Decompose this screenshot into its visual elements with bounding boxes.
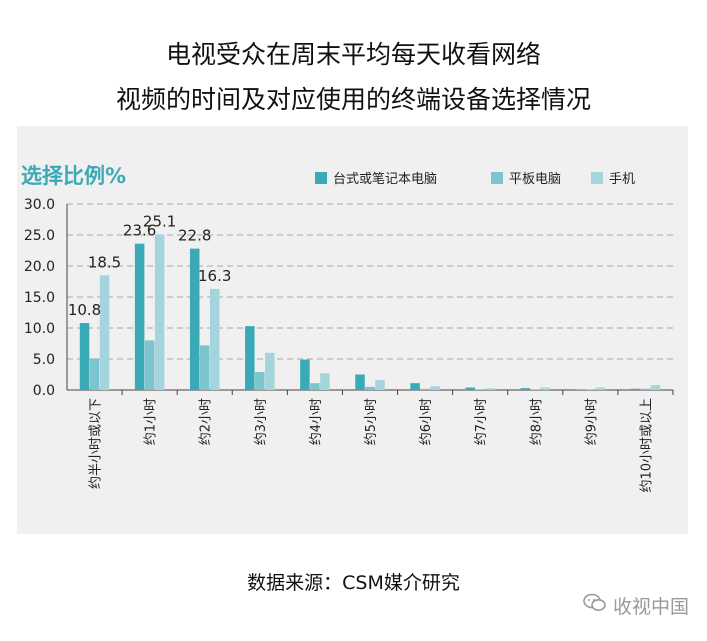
watermark-text: 收视中国 <box>612 596 689 618</box>
bar-2-9 <box>530 389 541 390</box>
bar-1-8 <box>465 387 475 390</box>
data-label: 23.6 <box>123 222 156 240</box>
y-tick-label: 0.0 <box>33 383 55 399</box>
bar-3-1 <box>99 275 110 390</box>
y-tick-label: 5.0 <box>33 352 55 368</box>
data-label: 10.8 <box>68 301 101 319</box>
bar-3-6 <box>375 380 385 390</box>
bar-1-5 <box>300 359 310 390</box>
bar-1-10 <box>575 389 586 390</box>
legend-swatch-2 <box>491 172 503 184</box>
bar-3-5 <box>320 373 330 390</box>
x-tick-label: 约7小时 <box>474 398 489 445</box>
bar-3-10 <box>595 387 606 390</box>
bar-1-11 <box>630 388 641 390</box>
bar-1-1 <box>79 323 90 390</box>
bar-1-3 <box>189 248 200 390</box>
x-tick-label: 约3小时 <box>254 398 269 445</box>
bar-1-7 <box>410 383 420 390</box>
bar-3-7 <box>430 386 440 390</box>
x-tick-label: 约半小时或以下 <box>89 398 104 489</box>
bar-1-2 <box>134 243 145 390</box>
y-tick-label: 25.0 <box>24 228 55 244</box>
x-tick-label: 约4小时 <box>309 398 324 445</box>
wechat-icon <box>583 593 607 618</box>
bar-2-2 <box>144 340 155 390</box>
bar-2-7 <box>420 388 430 390</box>
bar-2-5 <box>310 383 320 390</box>
legend-swatch-1 <box>315 172 327 184</box>
bar-3-11 <box>650 385 661 390</box>
x-tick-label: 约10小时或以上 <box>639 398 654 493</box>
x-tick-label: 约6小时 <box>419 398 434 445</box>
bar-3-2 <box>154 234 165 390</box>
bar-3-4 <box>265 352 275 390</box>
bar-2-8 <box>475 389 485 390</box>
legend-label-2: 平板电脑 <box>509 172 561 187</box>
bar-2-1 <box>89 358 100 390</box>
bar-3-3 <box>209 288 220 390</box>
chart-title-line2: 视频的时间及对应使用的终端设备选择情况 <box>115 85 591 114</box>
data-label: 25.1 <box>143 212 176 230</box>
y-tick-label: 20.0 <box>24 259 55 275</box>
legend-label-1: 台式或笔记本电脑 <box>333 171 437 187</box>
bar-3-9 <box>540 387 551 390</box>
chart-title-line1: 电视受众在周末平均每天收看网络 <box>165 40 541 69</box>
watermark: 收视中国 <box>583 592 689 619</box>
y-axis-title: 选择比例% <box>21 164 126 188</box>
data-label: 22.8 <box>178 227 211 245</box>
bar-1-9 <box>520 388 531 390</box>
bar-2-10 <box>585 389 596 390</box>
chart-panel: 选择比例% 台式或笔记本电脑 平板电脑 手机 0.0 5.0 10.0 15.0 20.0 25.… <box>17 126 688 534</box>
y-tick-label: 10.0 <box>24 321 55 337</box>
bar-1-6 <box>355 374 365 390</box>
x-tick-label: 约1小时 <box>144 398 159 445</box>
bar-chart: 选择比例% 台式或笔记本电脑 平板电脑 手机 0.0 5.0 10.0 15.0 20.0 25.… <box>21 164 674 493</box>
legend-label-3: 手机 <box>609 172 635 187</box>
x-tick-label: 约9小时 <box>584 398 599 445</box>
x-tick-label: 约2小时 <box>199 398 214 445</box>
bar-2-6 <box>365 386 375 390</box>
bar-2-3 <box>199 345 210 390</box>
bar-3-8 <box>485 388 495 390</box>
bar-2-4 <box>255 372 265 390</box>
legend-swatch-3 <box>591 172 603 184</box>
data-label: 16.3 <box>198 267 231 285</box>
x-tick-label: 约5小时 <box>364 398 379 445</box>
x-tick-label: 约8小时 <box>529 398 544 445</box>
y-tick-label: 15.0 <box>24 290 55 306</box>
data-source: 数据来源：CSM媒介研究 <box>247 572 460 594</box>
data-label: 18.5 <box>88 253 121 271</box>
y-tick-label: 30.0 <box>24 197 55 213</box>
bar-1-4 <box>245 326 255 390</box>
bar-2-11 <box>640 388 651 390</box>
